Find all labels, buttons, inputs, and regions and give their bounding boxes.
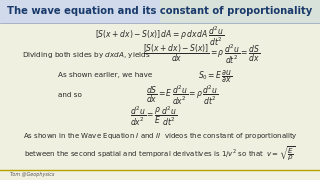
Text: between the second spatial and temporal derivatives is $1/v^{2}$ so that $\; v =: between the second spatial and temporal … xyxy=(24,145,296,163)
FancyBboxPatch shape xyxy=(0,0,320,22)
Text: $\dfrac{d^{2}u}{dx^{2}} = \dfrac{\rho}{E}\,\dfrac{d^{2}u}{dt^{2}}$: $\dfrac{d^{2}u}{dx^{2}} = \dfrac{\rho}{E… xyxy=(130,105,177,128)
Text: $\dfrac{dS}{dx} = E\,\dfrac{d^{2}u}{dx^{2}} = \rho\,\dfrac{d^{2}u}{dt^{2}}$: $\dfrac{dS}{dx} = E\,\dfrac{d^{2}u}{dx^{… xyxy=(146,84,219,107)
Text: Tom @Geophysics: Tom @Geophysics xyxy=(10,172,54,177)
Text: and so: and so xyxy=(58,92,82,98)
Text: Dividing both sides by $dxdA$, yields: Dividing both sides by $dxdA$, yields xyxy=(22,50,151,60)
Text: $\dfrac{[S(x+dx)-S(x)]}{dx} = \rho\,\dfrac{d^{2}u}{dt^{2}} = \dfrac{dS}{dx}$: $\dfrac{[S(x+dx)-S(x)]}{dx} = \rho\,\dfr… xyxy=(143,43,260,66)
Text: As shown in the Wave Equation $I$ and $II$  videos the constant of proportionali: As shown in the Wave Equation $I$ and $I… xyxy=(22,131,298,141)
FancyBboxPatch shape xyxy=(160,0,320,22)
Text: As shown earlier, we have: As shown earlier, we have xyxy=(58,72,152,78)
Text: $S_{0} = E\,\dfrac{\partial u}{\partial x}$: $S_{0} = E\,\dfrac{\partial u}{\partial … xyxy=(198,68,233,85)
Text: The wave equation and its constant of proportionality: The wave equation and its constant of pr… xyxy=(7,6,313,16)
Text: $[S(x+dx) - S(x)]\,dA = \rho\,dx\,dA\,\dfrac{d^{2}u}{dt^{2}}$: $[S(x+dx) - S(x)]\,dA = \rho\,dx\,dA\,\d… xyxy=(95,25,225,48)
